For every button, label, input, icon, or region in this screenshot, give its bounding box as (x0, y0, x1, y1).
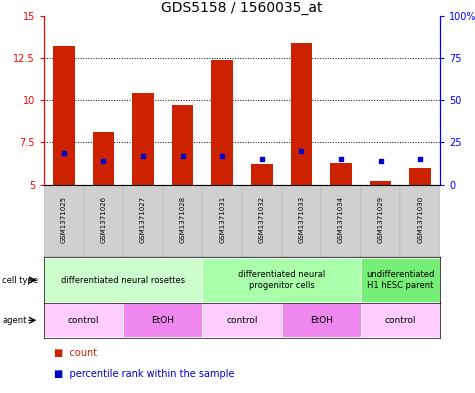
Text: GSM1371031: GSM1371031 (219, 196, 225, 243)
Bar (211, 60, 233, 185)
Bar (44, 303, 123, 337)
Bar (321, 185, 361, 257)
Bar (400, 185, 440, 257)
Bar (282, 303, 361, 337)
Text: control: control (226, 316, 258, 325)
Bar (84, 185, 123, 257)
Bar (44, 185, 84, 257)
Text: GSM1371026: GSM1371026 (100, 196, 106, 243)
Bar (93, 132, 114, 185)
Bar (202, 303, 282, 337)
Text: cell type: cell type (2, 275, 38, 285)
Text: differentiated neural
progenitor cells: differentiated neural progenitor cells (238, 270, 325, 290)
Text: GSM1371029: GSM1371029 (378, 196, 384, 243)
Bar (361, 185, 400, 257)
Bar (202, 258, 361, 302)
Text: EtOH: EtOH (152, 316, 174, 325)
Text: GSM1371033: GSM1371033 (298, 196, 304, 243)
Bar (361, 258, 440, 302)
Bar (282, 185, 321, 257)
Bar (291, 43, 312, 185)
Text: GSM1371032: GSM1371032 (259, 196, 265, 243)
Text: ■  count: ■ count (54, 348, 96, 358)
Bar (242, 185, 282, 257)
Text: GSM1371030: GSM1371030 (417, 196, 423, 243)
Text: ■  percentile rank within the sample: ■ percentile rank within the sample (54, 369, 234, 379)
Text: GSM1371027: GSM1371027 (140, 196, 146, 243)
Text: EtOH: EtOH (310, 316, 332, 325)
Bar (370, 181, 391, 185)
Bar (251, 164, 273, 185)
Text: control: control (68, 316, 99, 325)
Bar (53, 46, 75, 185)
Text: agent: agent (2, 316, 27, 325)
Text: undifferentiated
H1 hESC parent: undifferentiated H1 hESC parent (366, 270, 435, 290)
Bar (132, 94, 154, 185)
Bar (163, 185, 202, 257)
Bar (202, 185, 242, 257)
Bar (123, 185, 163, 257)
Bar (330, 163, 352, 185)
Bar (171, 105, 193, 185)
Text: GSM1371028: GSM1371028 (180, 196, 186, 243)
Text: differentiated neural rosettes: differentiated neural rosettes (61, 275, 185, 285)
Text: GSM1371025: GSM1371025 (61, 196, 67, 243)
Bar (44, 258, 202, 302)
Bar (123, 303, 202, 337)
Text: control: control (385, 316, 416, 325)
Text: GSM1371034: GSM1371034 (338, 196, 344, 243)
Bar (409, 168, 431, 185)
Title: GDS5158 / 1560035_at: GDS5158 / 1560035_at (161, 1, 323, 15)
Bar (361, 303, 440, 337)
